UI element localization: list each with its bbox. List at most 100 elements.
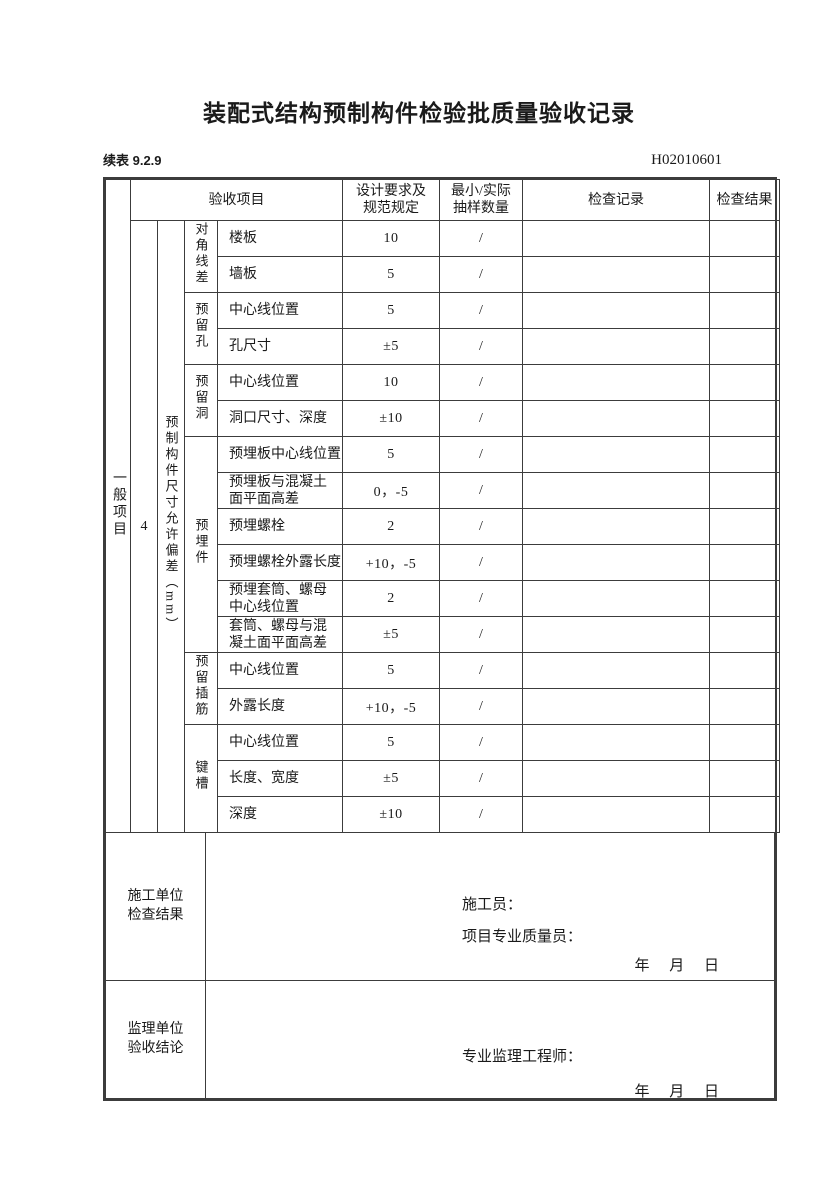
supervision-section-label: 监理单位 验收结论 [105, 979, 206, 1099]
sample-cell: / [439, 724, 523, 761]
continuation-label: 续表 9.2.9 [103, 153, 162, 168]
item-cell: 长度、宽度 [217, 760, 343, 797]
table-row: 预埋件 预埋板中心线位置 5 / [106, 436, 780, 653]
constructor-signature-label: 施工员： [462, 897, 523, 913]
sample-cell: / [439, 328, 523, 365]
requirement-cell: 0，-5 [342, 472, 440, 509]
item-cell: 深度 [217, 796, 343, 833]
requirement-cell: +10，-5 [342, 544, 440, 581]
inspection-table: 一般项目 验收项目 设计要求及 规范规定 最小/实际 抽样数量 检查记录 检查结… [105, 179, 780, 833]
supervision-section-content: 专业监理工程师： 年 月 日 [205, 979, 775, 1099]
group-label: 预埋件 [193, 518, 209, 566]
group-label: 对角线差 [193, 222, 209, 286]
sample-cell: / [439, 472, 523, 509]
table-row: 深度 ±10 / [106, 796, 780, 833]
record-cell [522, 616, 710, 653]
result-cell [709, 436, 780, 473]
table-row: 长度、宽度 ±5 / [106, 760, 780, 797]
result-cell [709, 508, 780, 545]
sample-cell: / [439, 796, 523, 833]
result-cell [709, 760, 780, 797]
page-title: 装配式结构预制构件检验批质量验收记录 [203, 100, 635, 126]
record-cell [522, 472, 710, 509]
item-cell: 中心线位置 [217, 724, 343, 761]
record-cell [522, 544, 710, 581]
result-cell [709, 256, 780, 293]
record-cell [522, 724, 710, 761]
header-sample-quantity: 最小/实际 抽样数量 [439, 179, 523, 221]
construction-section-label: 施工单位 检查结果 [105, 833, 206, 981]
sample-cell: / [439, 436, 523, 473]
result-cell [709, 544, 780, 581]
requirement-cell: 10 [342, 364, 440, 401]
record-cell [522, 220, 710, 257]
result-cell [709, 688, 780, 725]
record-cell [522, 436, 710, 473]
record-cell [522, 652, 710, 689]
sample-cell: / [439, 400, 523, 437]
sample-cell: / [439, 652, 523, 689]
category-label: 预制构件尺寸允许偏差（mm） [163, 414, 179, 634]
record-cell [522, 508, 710, 545]
record-cell [522, 364, 710, 401]
result-cell [709, 400, 780, 437]
record-cell [522, 328, 710, 365]
item-cell: 孔尺寸 [217, 328, 343, 365]
sample-cell: / [439, 760, 523, 797]
requirement-cell: ±5 [342, 760, 440, 797]
section-label: 一般项目 [111, 469, 126, 538]
result-cell [709, 724, 780, 761]
sample-cell: / [439, 544, 523, 581]
requirement-cell: 5 [342, 256, 440, 293]
requirement-cell: 2 [342, 508, 440, 545]
table-row: 预留孔 中心线位置 5 / [106, 292, 780, 365]
section-label-cell: 一般项目 [105, 179, 131, 833]
result-cell [709, 292, 780, 329]
sample-cell: / [439, 688, 523, 725]
sample-cell: / [439, 580, 523, 617]
table-row: 孔尺寸 ±5 / [106, 328, 780, 365]
row-number-cell: 4 [130, 220, 158, 833]
sample-cell: / [439, 292, 523, 329]
requirement-cell: ±10 [342, 796, 440, 833]
requirement-cell: 5 [342, 436, 440, 473]
item-cell: 中心线位置 [217, 292, 343, 329]
table-row: 预留洞 中心线位置 10 / [106, 364, 780, 437]
result-cell [709, 580, 780, 617]
record-cell [522, 796, 710, 833]
result-cell [709, 220, 780, 257]
requirement-cell: ±10 [342, 400, 440, 437]
table-row: 预埋套筒、螺母 中心线位置 2 / [106, 580, 780, 617]
table-row: 墙板 5 / [106, 256, 780, 293]
requirement-cell: 5 [342, 292, 440, 329]
item-cell: 预埋螺栓 [217, 508, 343, 545]
sample-cell: / [439, 616, 523, 653]
form-table-frame: 一般项目 验收项目 设计要求及 规范规定 最小/实际 抽样数量 检查记录 检查结… [103, 177, 780, 1101]
requirement-cell: 5 [342, 724, 440, 761]
result-cell [709, 652, 780, 689]
item-cell: 洞口尺寸、深度 [217, 400, 343, 437]
construction-section: 施工单位 检查结果 施工员： 项目专业质量员： 年 月 日 [105, 833, 775, 981]
signature-table: 施工单位 检查结果 施工员： 项目专业质量员： 年 月 日 监理单位 验收结论 … [105, 833, 775, 1099]
item-cell: 外露长度 [217, 688, 343, 725]
record-cell [522, 400, 710, 437]
record-cell [522, 688, 710, 725]
group-label-cell: 预埋件 [184, 436, 218, 653]
record-cell [522, 292, 710, 329]
requirement-cell: 5 [342, 652, 440, 689]
group-label-cell: 键槽 [184, 724, 218, 833]
construction-date-label: 年 月 日 [634, 958, 719, 974]
item-cell: 中心线位置 [217, 364, 343, 401]
construction-section-content: 施工员： 项目专业质量员： 年 月 日 [205, 833, 775, 981]
supervision-date-label: 年 月 日 [634, 1083, 719, 1098]
result-cell [709, 328, 780, 365]
header-design-requirement: 设计要求及 规范规定 [342, 179, 440, 221]
requirement-cell: 10 [342, 220, 440, 257]
group-label: 预留插筋 [193, 654, 209, 718]
item-cell: 预埋板与混凝土 面平面高差 [217, 472, 343, 509]
header-inspection-item: 验收项目 [130, 179, 343, 221]
supervision-section: 监理单位 验收结论 专业监理工程师： 年 月 日 [105, 979, 775, 1099]
requirement-cell: ±5 [342, 616, 440, 653]
category-label-cell: 预制构件尺寸允许偏差（mm） [157, 220, 185, 833]
